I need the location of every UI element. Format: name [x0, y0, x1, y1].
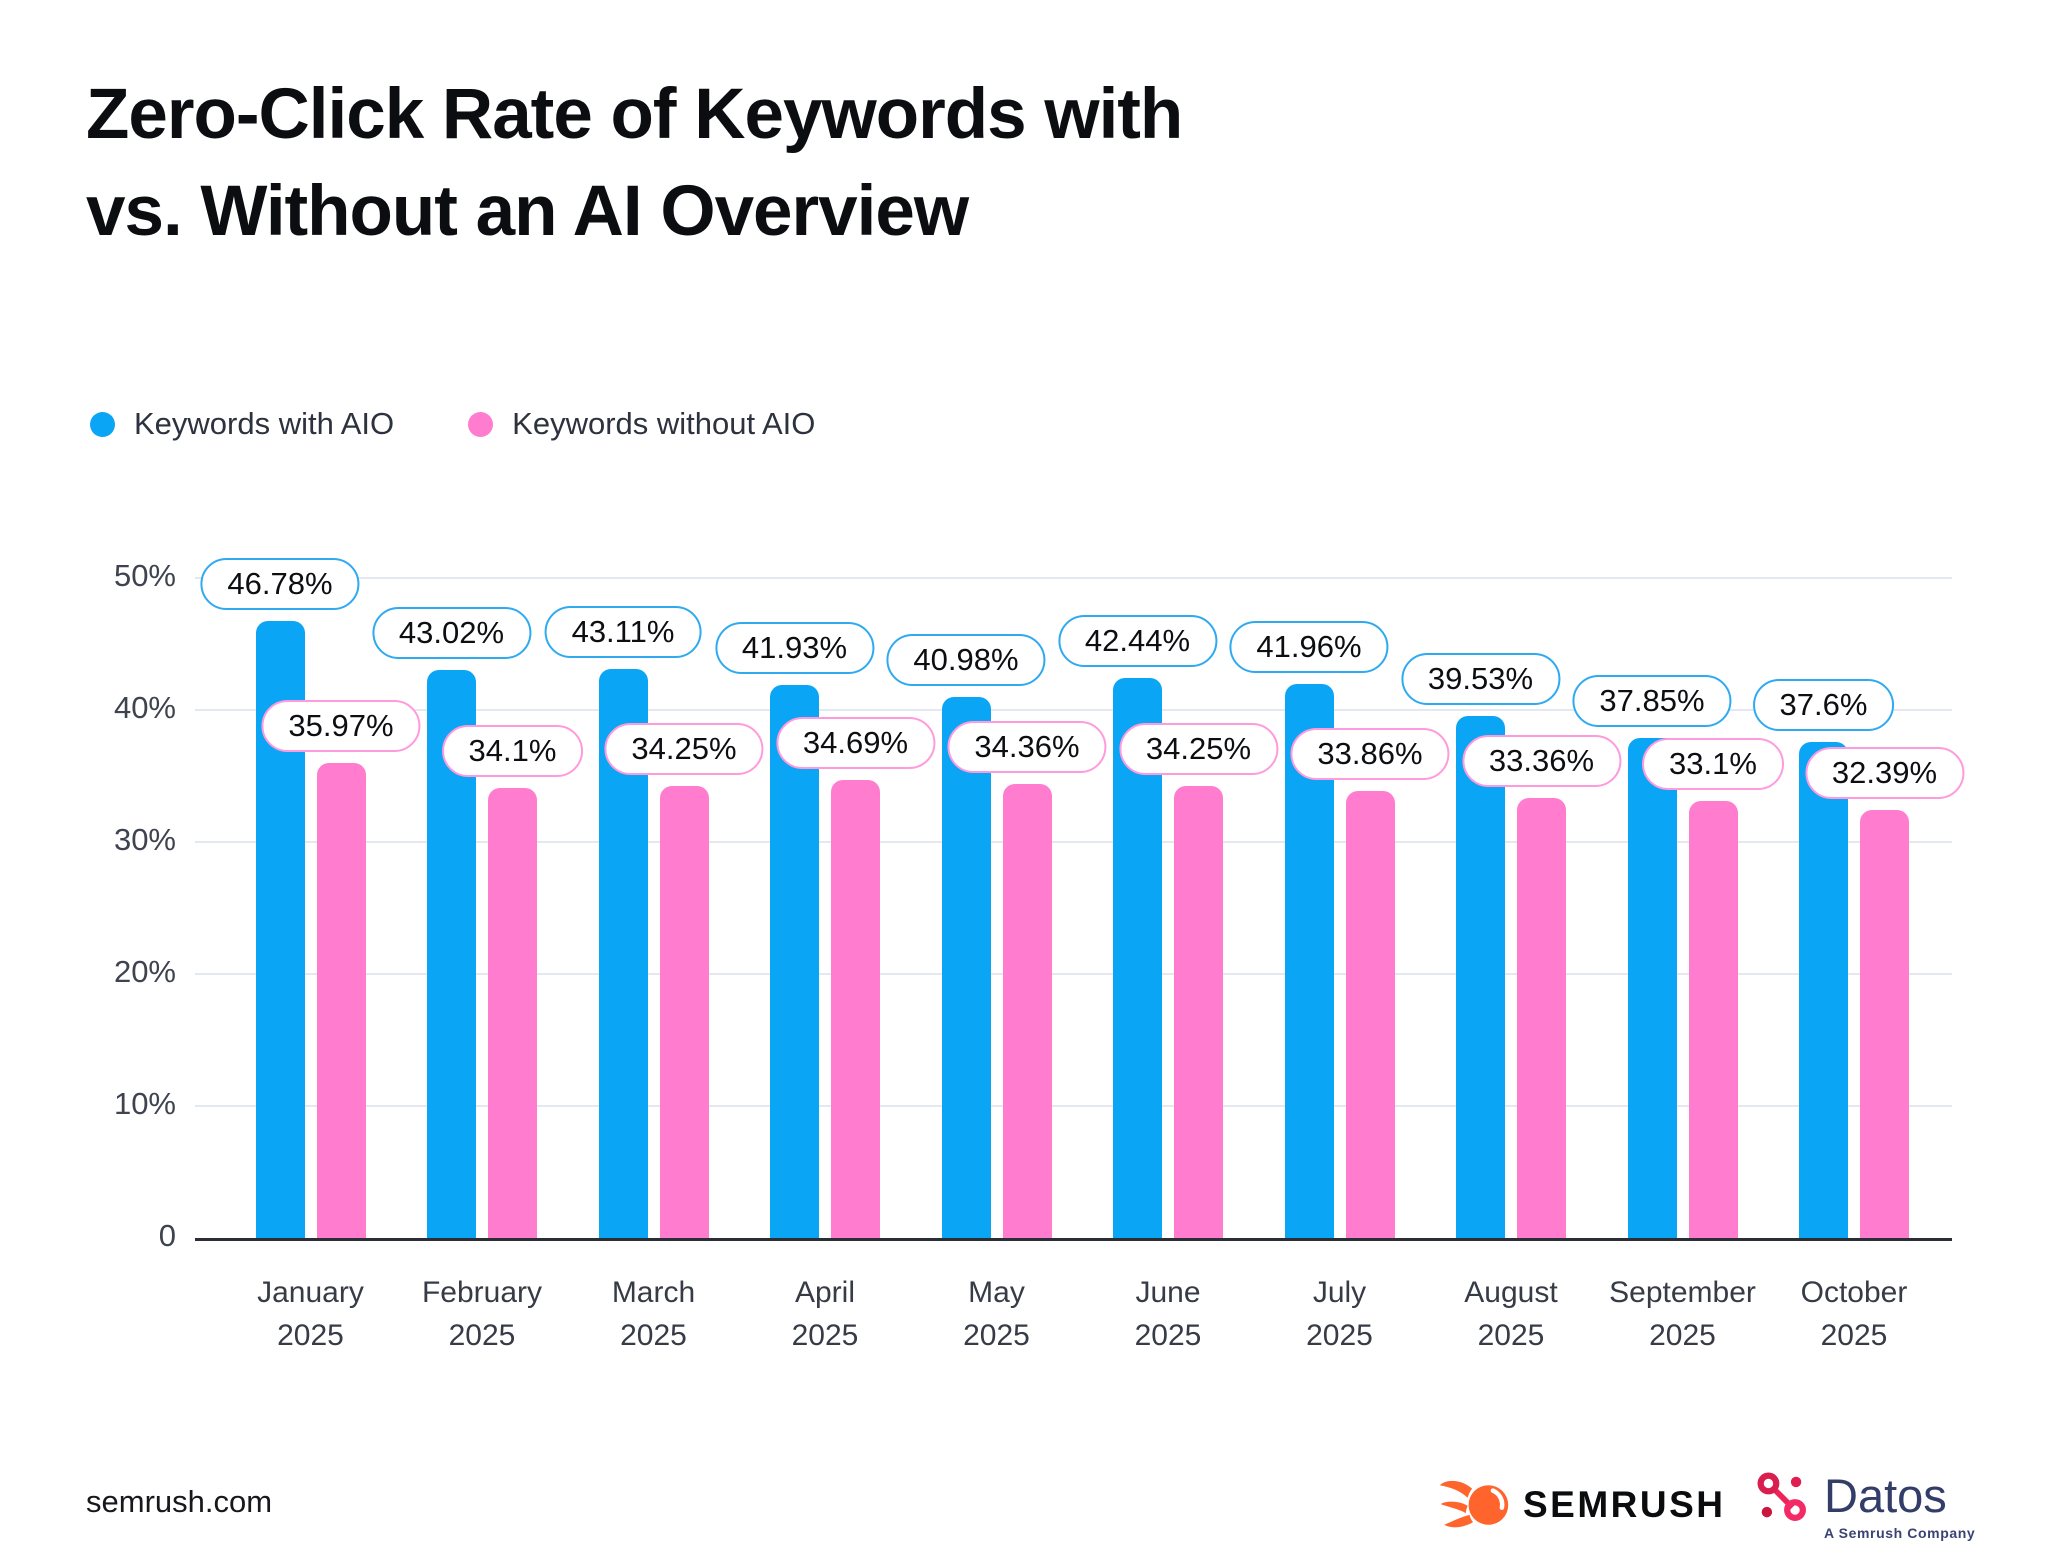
- x-axis-label: May 2025: [882, 1272, 1112, 1357]
- value-label-pill: 43.02%: [371, 607, 532, 660]
- datos-icon: [1757, 1472, 1806, 1521]
- legend-item-without-aio: Keywords without AIO: [468, 406, 815, 442]
- legend-dot-icon: [468, 411, 494, 437]
- x-axis-label-year: 2025: [1649, 1318, 1716, 1352]
- semrush-logo: SEMRUSH: [1438, 1476, 1726, 1534]
- gridline: [195, 709, 1952, 711]
- x-axis-label-year: 2025: [1820, 1318, 1888, 1352]
- x-axis-label-year: 2025: [963, 1318, 1030, 1352]
- x-axis-label: July 2025: [1225, 1272, 1455, 1357]
- value-label-pill: 39.53%: [1400, 653, 1561, 706]
- x-axis-label: January 2025: [196, 1272, 426, 1357]
- value-label-pill: 37.85%: [1572, 675, 1732, 728]
- y-axis-tick-label: 30%: [113, 822, 176, 857]
- x-axis-label: September 2025: [1568, 1272, 1798, 1357]
- x-axis-label-month: June: [1135, 1276, 1201, 1309]
- gridline: [195, 577, 1952, 579]
- x-axis-label-month: September: [1609, 1276, 1756, 1309]
- datos-logo-text: Datos: [1824, 1469, 1947, 1522]
- value-label-pill: 40.98%: [886, 634, 1046, 687]
- y-axis-tick-label: 0: [158, 1218, 176, 1253]
- bar-without-aio: [1002, 784, 1052, 1238]
- x-axis-label-year: 2025: [277, 1318, 344, 1352]
- x-axis-label-year: 2025: [1477, 1318, 1545, 1352]
- value-label-pill: 41.96%: [1229, 621, 1389, 674]
- x-axis-label: October 2025: [1739, 1272, 1969, 1357]
- bar-without-aio: [316, 763, 366, 1238]
- x-axis-label: August 2025: [1396, 1272, 1626, 1357]
- x-axis-label-month: May: [968, 1276, 1025, 1309]
- value-label-pill: 43.11%: [544, 605, 702, 658]
- source-url: semrush.com: [86, 1484, 273, 1519]
- x-axis-label: April 2025: [710, 1272, 940, 1357]
- legend-label: Keywords with AIO: [134, 406, 395, 441]
- semrush-logo-text: SEMRUSH: [1523, 1484, 1726, 1525]
- y-axis-tick-label: 50%: [113, 558, 176, 593]
- x-axis-label-year: 2025: [448, 1318, 516, 1352]
- x-axis-label-month: April: [794, 1276, 855, 1309]
- y-axis-tick-label: 10%: [113, 1086, 176, 1121]
- bar-without-aio: [1517, 797, 1566, 1238]
- bar-with-aio: [1627, 738, 1677, 1238]
- chart-legend: Keywords with AIO Keywords without AIO: [90, 406, 815, 442]
- x-axis-label-year: 2025: [620, 1318, 687, 1352]
- x-axis-line: [195, 1238, 1952, 1241]
- gridline: [195, 973, 1952, 975]
- value-label-pill: 37.6%: [1752, 678, 1895, 731]
- legend-label: Keywords without AIO: [512, 406, 816, 441]
- y-axis-tick-label: 40%: [113, 690, 176, 725]
- legend-dot-icon: [90, 411, 115, 437]
- bar-without-aio: [831, 780, 880, 1238]
- gridline: [195, 1105, 1952, 1107]
- x-axis-label-year: 2025: [791, 1318, 859, 1352]
- value-label-pill: 34.1%: [441, 724, 584, 777]
- value-label-pill: 33.86%: [1290, 728, 1450, 781]
- value-label-pill: 42.44%: [1057, 614, 1218, 667]
- semrush-comet-icon: [1439, 1480, 1509, 1528]
- page-title-line2: vs. Without an AI Overview: [86, 172, 969, 252]
- bar-with-aio: [770, 684, 819, 1238]
- bar-without-aio: [1688, 801, 1738, 1238]
- value-label-pill: 35.97%: [261, 700, 421, 753]
- page-title: Zero-Click Rate of Keywords with vs. With…: [86, 66, 1183, 261]
- legend-item-with-aio: Keywords with AIO: [90, 406, 394, 442]
- x-axis-label-month: January: [257, 1276, 364, 1309]
- bar-without-aio: [659, 785, 709, 1238]
- datos-logo-subtext: A Semrush Company: [1824, 1525, 1976, 1541]
- bar-without-aio: [1860, 810, 1909, 1238]
- value-label-pill: 34.69%: [775, 717, 936, 770]
- bar-without-aio: [1174, 785, 1223, 1238]
- x-axis-label: June 2025: [1053, 1272, 1283, 1357]
- bar-without-aio: [1345, 791, 1395, 1238]
- value-label-pill: 33.1%: [1642, 738, 1784, 791]
- value-label-pill: 46.78%: [200, 557, 360, 610]
- x-axis-label-month: March: [611, 1276, 696, 1309]
- x-axis-label-month: February: [421, 1276, 543, 1309]
- page-title-line1: Zero-Click Rate of Keywords with: [86, 75, 1183, 154]
- x-axis-label-month: August: [1464, 1276, 1558, 1309]
- value-label-pill: 34.25%: [604, 722, 764, 775]
- value-label-pill: 33.36%: [1461, 734, 1622, 787]
- value-label-pill: 34.36%: [947, 721, 1107, 774]
- value-label-pill: 41.93%: [714, 621, 875, 674]
- bar-with-aio: [941, 697, 991, 1238]
- bar-with-aio: [1456, 716, 1505, 1238]
- value-label-pill: 32.39%: [1804, 747, 1965, 800]
- gridline: [195, 841, 1952, 843]
- x-axis-label-year: 2025: [1306, 1318, 1373, 1352]
- x-axis-label-month: October: [1800, 1276, 1908, 1309]
- x-axis-label-month: July: [1312, 1276, 1367, 1309]
- bar-with-aio: [1799, 741, 1848, 1238]
- y-axis-tick-label: 20%: [113, 954, 176, 989]
- x-axis-label: March 2025: [539, 1272, 769, 1357]
- x-axis-label-year: 2025: [1134, 1318, 1202, 1352]
- value-label-pill: 34.25%: [1118, 722, 1279, 775]
- x-axis-label: February 2025: [367, 1272, 597, 1357]
- datos-logo: Datos A Semrush Company: [1757, 1472, 1975, 1541]
- bar-without-aio: [488, 787, 537, 1238]
